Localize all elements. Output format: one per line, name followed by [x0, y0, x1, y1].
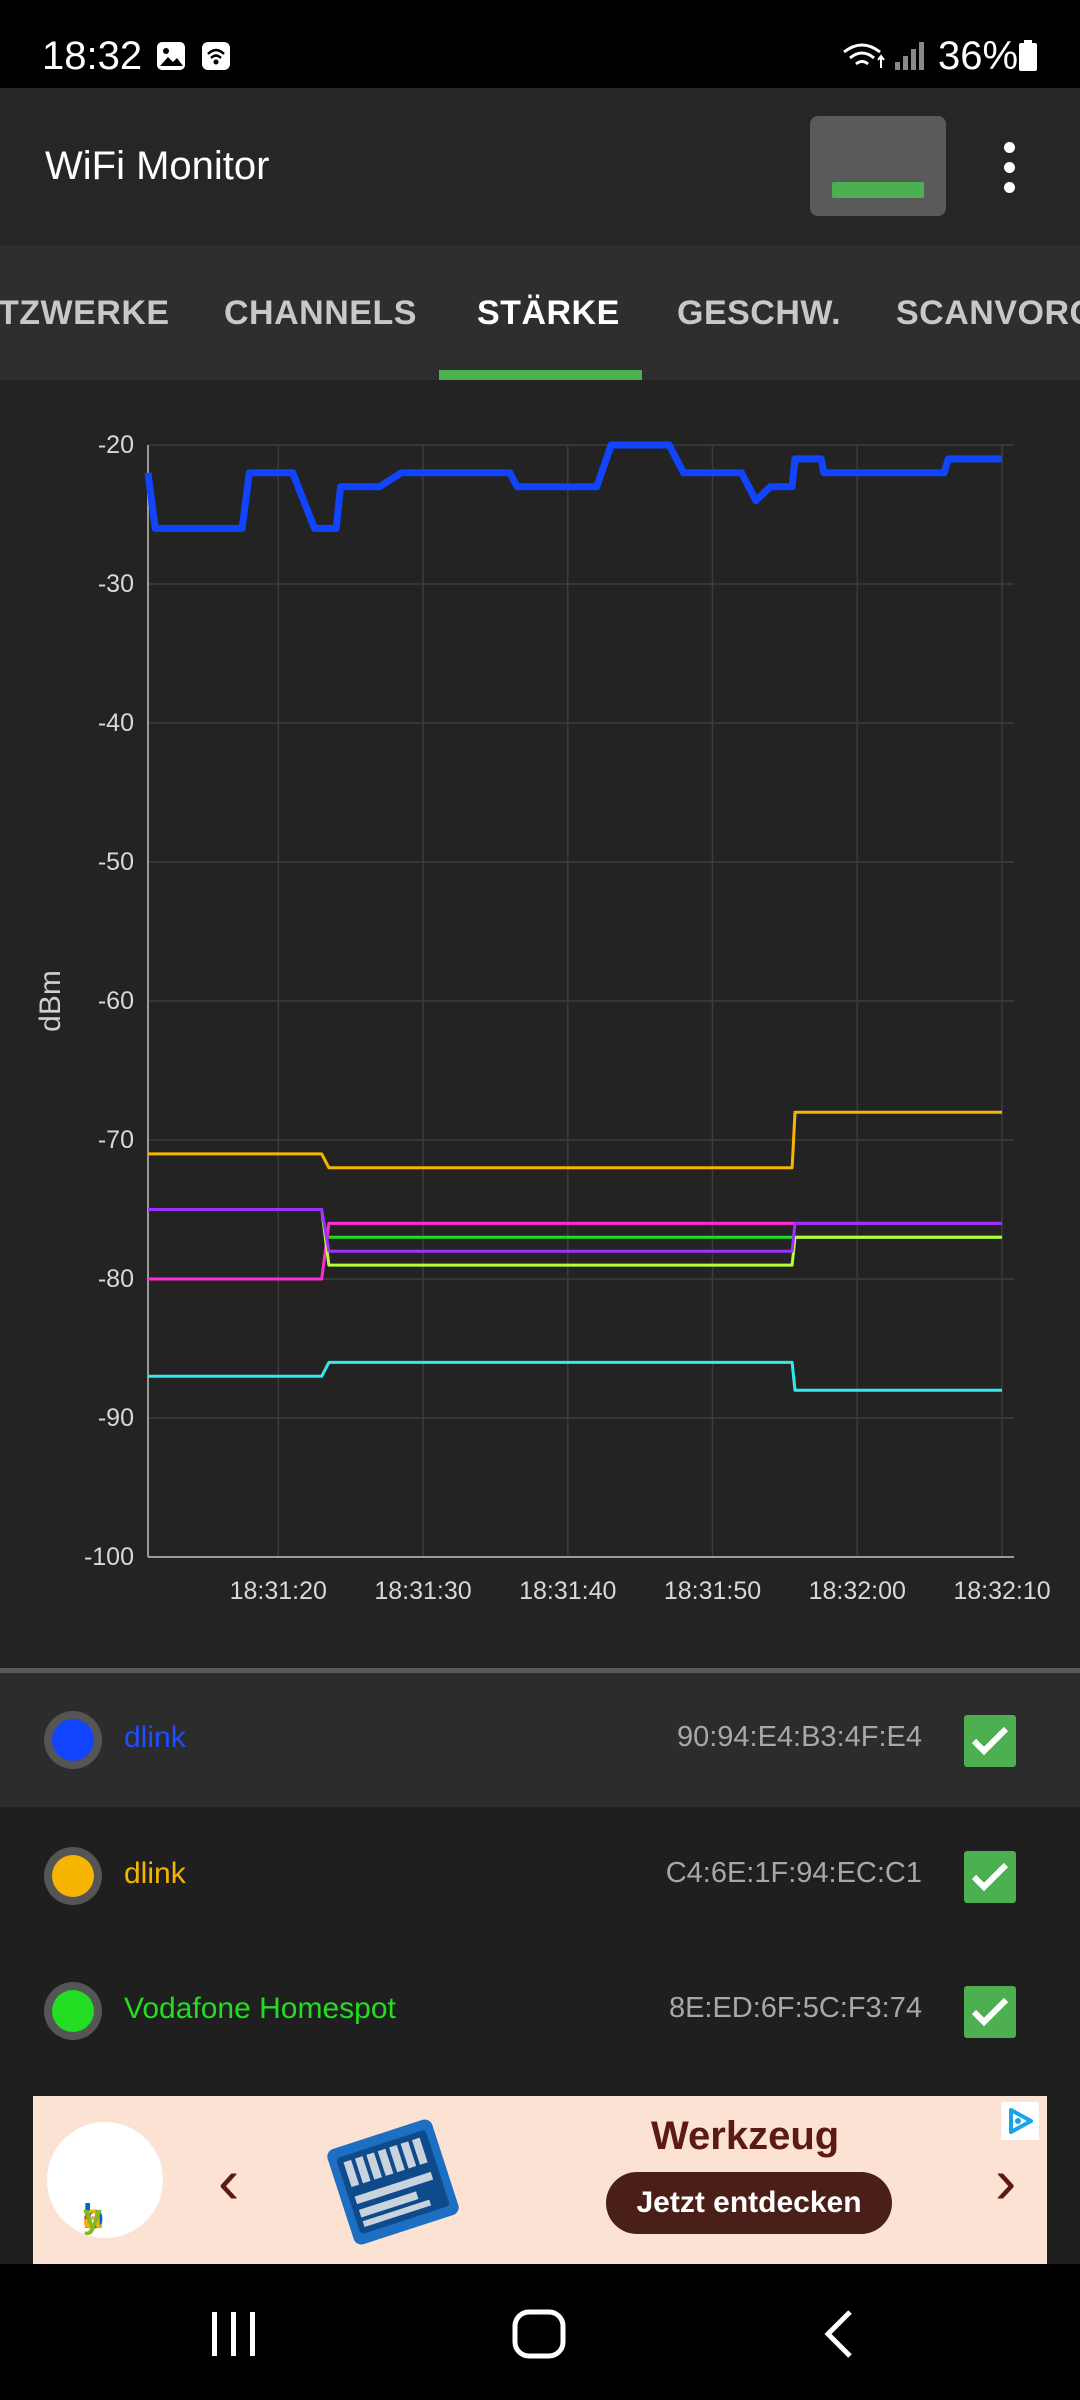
status-bar: 18:32 36%	[0, 0, 1080, 88]
network-checkbox[interactable]	[964, 1851, 1016, 1903]
network-checkbox[interactable]	[964, 1986, 1016, 2038]
y-tick-label: -20	[98, 431, 134, 459]
x-tick-label: 18:31:40	[519, 1577, 616, 1605]
tab-geschw[interactable]: GESCHW.	[677, 294, 842, 332]
list-item[interactable]: dlink C4:6E:1F:94:EC:C1	[0, 1809, 1080, 1943]
tab-scanvorg[interactable]: SCANVORG	[896, 294, 1080, 332]
more-vert-icon[interactable]	[995, 140, 1025, 196]
battery-icon	[1019, 40, 1037, 71]
status-time: 18:32	[42, 34, 143, 78]
list-item[interactable]: dlink 90:94:E4:B3:4F:E4	[0, 1673, 1080, 1807]
x-tick-label: 18:31:20	[230, 1577, 327, 1605]
back-icon[interactable]	[820, 2308, 860, 2362]
check-icon	[971, 1862, 1009, 1892]
x-tick-label: 18:32:00	[809, 1577, 906, 1605]
series-line	[148, 1110, 1002, 1170]
recents-icon[interactable]	[206, 2308, 262, 2358]
y-tick-label: -60	[98, 987, 134, 1015]
x-tick-label: 18:31:50	[664, 1577, 761, 1605]
chart-divider	[0, 1668, 1080, 1673]
y-axis-label: dBm	[34, 970, 67, 1032]
signal-bar-icon	[832, 182, 924, 198]
battery-percent: 36%	[938, 34, 1019, 78]
ad-choices-icon[interactable]	[1001, 2102, 1039, 2140]
network-color-indicator	[44, 1847, 102, 1905]
y-tick-label: -100	[84, 1543, 134, 1571]
list-item[interactable]: Vodafone Homespot 8E:ED:6F:5C:F3:74	[0, 1944, 1080, 2078]
signal-strength-chart: -20 -30 -40 -50 -60 -70 -80 -90 -100 18:31:20 18:3…	[0, 380, 1080, 1670]
network-color-indicator	[44, 1982, 102, 2040]
y-tick-label: -80	[98, 1265, 134, 1293]
network-ssid: dlink	[124, 1857, 186, 1890]
ad-cta-button[interactable]: Jetzt entdecken	[606, 2172, 892, 2234]
ad-next-arrow-icon[interactable]: ›	[995, 2145, 1017, 2217]
tab-indicator	[439, 370, 642, 380]
ad-title: Werkzeug	[651, 2114, 840, 2158]
network-mac: 90:94:E4:B3:4F:E4	[676, 1721, 922, 1753]
tab-staerke[interactable]: STÄRKE	[477, 294, 620, 332]
check-icon	[971, 1726, 1009, 1756]
tab-netzwerke[interactable]: TZWERKE	[0, 294, 170, 332]
network-color-indicator	[44, 1711, 102, 1769]
y-tick-label: -40	[98, 709, 134, 737]
y-tick-label: -90	[98, 1404, 134, 1432]
ad-prev-arrow-icon[interactable]: ‹	[218, 2145, 240, 2217]
gallery-icon	[157, 42, 185, 70]
network-checkbox[interactable]	[964, 1715, 1016, 1767]
y-tick-label: -50	[98, 848, 134, 876]
wifi-signal-icon	[843, 43, 885, 68]
series-line	[144, 441, 1002, 532]
series-line	[148, 1208, 1002, 1253]
toolbox-image	[327, 2119, 459, 2245]
check-icon	[971, 1997, 1009, 2027]
x-tick-label: 18:32:10	[953, 1577, 1050, 1605]
signal-bar-button[interactable]	[810, 116, 946, 216]
tab-channels[interactable]: CHANNELS	[224, 294, 417, 332]
network-mac: C4:6E:1F:94:EC:C1	[665, 1857, 922, 1889]
y-tick-label: -70	[98, 1126, 134, 1154]
cell-signal-icon	[895, 42, 924, 70]
tab-bar: TZWERKE CHANNELS STÄRKE GESCHW. SCANVORG	[0, 246, 1080, 380]
system-nav-bar	[0, 2264, 1080, 2400]
x-tick-label: 18:31:30	[374, 1577, 471, 1605]
wifi-notification-icon	[202, 42, 230, 70]
network-mac: 8E:ED:6F:5C:F3:74	[668, 1992, 922, 2024]
app-title: WiFi Monitor	[45, 144, 270, 188]
app-bar: WiFi Monitor	[0, 88, 1080, 246]
series-line	[148, 1360, 1002, 1392]
home-icon[interactable]	[510, 2308, 570, 2362]
series-line	[148, 1221, 1002, 1281]
network-ssid: dlink	[124, 1721, 186, 1754]
y-tick-label: -30	[98, 570, 134, 598]
network-ssid: Vodafone Homespot	[124, 1992, 396, 2025]
chart-svg: -20 -30 -40 -50 -60 -70 -80 -90 -100 18:31:20 18:3…	[34, 431, 1051, 1605]
